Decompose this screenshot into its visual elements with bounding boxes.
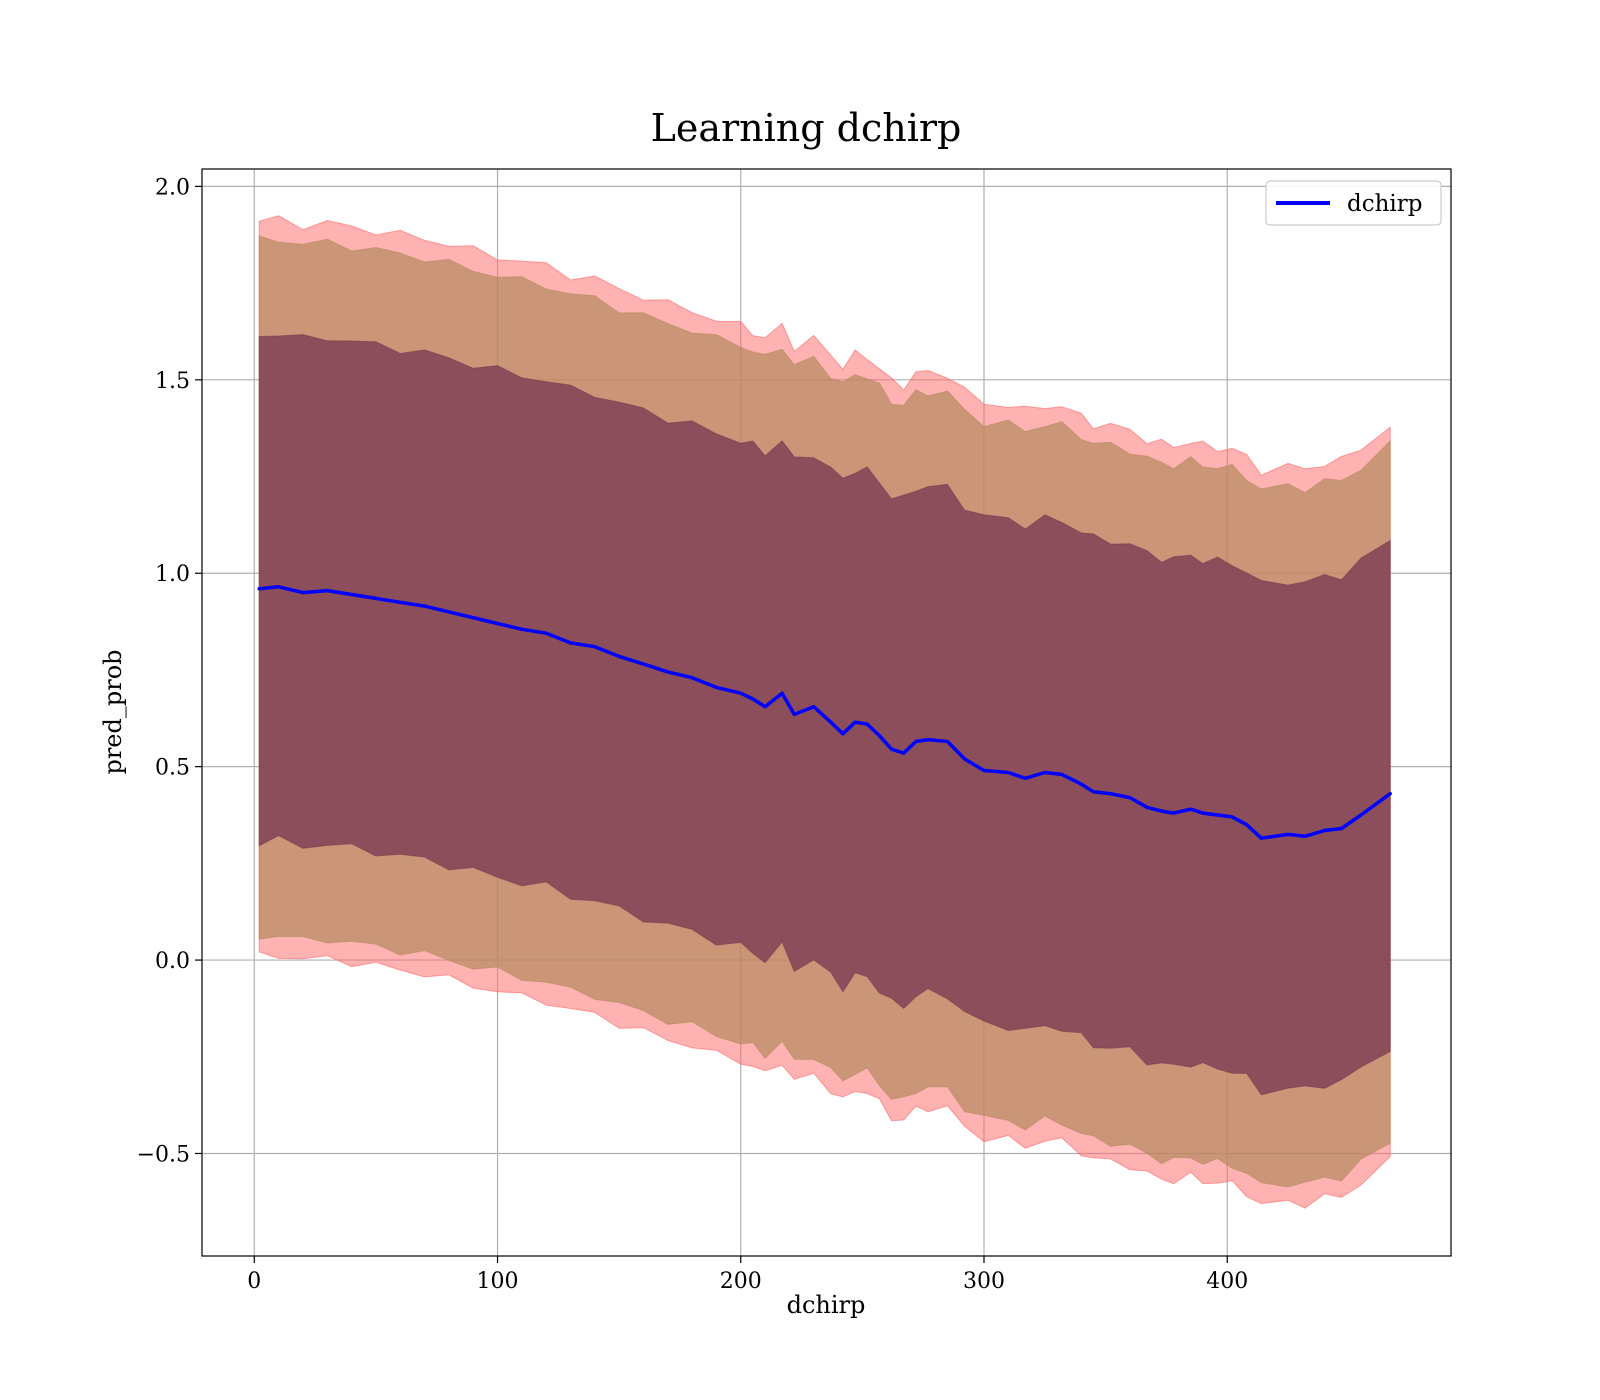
legend: dchirp: [1265, 180, 1442, 226]
plot-frame: [201, 168, 1452, 1257]
x-tick-label: 300: [963, 1269, 1005, 1294]
y-tick-label: 1.5: [155, 369, 190, 394]
y-tick-label: −0.5: [137, 1142, 190, 1167]
legend-label-dchirp: dchirp: [1347, 191, 1423, 217]
y-axis-label: pred_prob: [99, 649, 127, 774]
y-tick-label: 2.0: [155, 175, 190, 200]
x-axis-label: dchirp: [787, 1291, 866, 1319]
y-tick-label: 0.0: [155, 949, 190, 974]
x-tick-label: 200: [720, 1269, 762, 1294]
legend-box: [1265, 180, 1442, 226]
y-tick-label: 1.0: [155, 562, 190, 587]
chart-title: Learning dchirp: [651, 106, 962, 150]
x-tick-label: 100: [477, 1269, 519, 1294]
x-tick-label: 400: [1206, 1269, 1248, 1294]
y-tick-label: 0.5: [155, 756, 190, 781]
x-tick-label: 0: [247, 1269, 261, 1294]
axis-ticks: 0 100 200 300 400 −0.5 0.0 0.5 1.0 1.5 2.0: [137, 175, 1249, 1294]
series-line-dchirp: [257, 585, 1392, 840]
series-lines: [257, 585, 1392, 840]
